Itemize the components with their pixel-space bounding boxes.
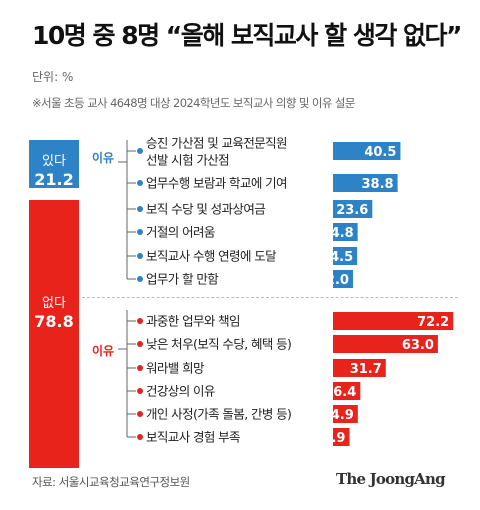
no-value-label: 31.7 [350,362,382,377]
yes-bar [333,174,398,192]
no-value-label: 9.9 [322,431,345,446]
no-bullet-dot [137,365,143,371]
no-bullet-dot [137,318,143,324]
yes-value-label: 40.5 [364,145,396,160]
yes-value-label: 14.5 [321,250,353,265]
unit-label: 단위: % [32,70,74,84]
group-yes-value: 21.2 [34,170,74,189]
no-bullet-dot [137,411,143,417]
group-no-value: 78.8 [34,312,74,331]
no-bar [333,405,358,423]
yes-bullet-dot [137,180,143,186]
yes-bar [333,200,373,218]
no-bullet-dot [137,388,143,394]
yes-category-label: 보직 수당 및 성과상여금 [146,202,265,217]
reason-no-label: 이유 [92,344,115,358]
no-value-label: 63.0 [402,338,434,353]
yes-category-label: 선발 시험 가산점 [146,153,229,168]
no-bar [333,335,438,353]
yes-category-label: 업무수행 보람과 학교에 기여 [146,176,287,191]
group-separator [82,297,458,298]
yes-bullet-dot [137,206,143,212]
yes-bullet-dot [137,276,143,282]
yes-bullet-dot [137,229,143,235]
no-value-label: 16.4 [324,385,356,400]
no-value-label: 72.2 [417,315,449,330]
no-bar [333,312,454,330]
yes-value-label: 23.6 [336,203,368,218]
no-bar [333,359,386,377]
no-category-label: 과중한 업무와 책임 [146,314,240,329]
no-category-label: 낮은 처우(보직 수당, 혜택 등) [146,337,291,352]
source-note: 자료: 서울시교육청교육연구정보원 [32,475,190,489]
group-no-box: 없다 78.8 [29,200,79,468]
no-bullet-dot [137,341,143,347]
yes-bar [333,247,358,265]
yes-bar [333,142,401,160]
yes-category-label: 거절의 어려움 [146,225,215,240]
yes-bar [333,223,358,241]
reason-yes-label: 이유 [92,151,115,165]
group-no-label: 없다 [42,296,66,311]
yes-bullet-dot [137,253,143,259]
yes-category-label: 보직교사 수행 연령에 도달 [146,249,277,264]
yes-category-label: 업무가 할 만함 [146,272,219,287]
survey-note: ※서울 초등 교사 4648명 대상 2024학년도 보직교사 의향 및 이유 … [32,96,355,110]
no-bar [333,428,350,446]
yes-bullet-dot [137,148,143,154]
no-category-label: 개인 사정(가족 돌봄, 간병 등) [146,407,291,422]
yes-bar [333,270,353,288]
no-category-label: 보직교사 경험 부족 [146,430,240,445]
no-value-label: 14.9 [322,408,354,423]
no-bullet-dot [137,434,143,440]
group-yes-label: 있다 [42,154,66,169]
brand-logo: The JoongAng [336,470,446,488]
yes-value-label: 14.8 [322,226,354,241]
yes-category-label: 승진 가산점 및 교육전문직원 [146,136,287,151]
chart-title: 10명 중 8명 “올해 보직교사 할 생각 없다” [32,21,462,50]
group-yes-box: 있다 21.2 [29,140,79,189]
yes-value-label: 38.8 [362,177,394,192]
no-category-label: 워라밸 희망 [146,361,205,376]
no-bar [333,382,361,400]
yes-value-label: 12.0 [317,273,349,288]
no-category-label: 건강상의 이유 [146,384,215,399]
